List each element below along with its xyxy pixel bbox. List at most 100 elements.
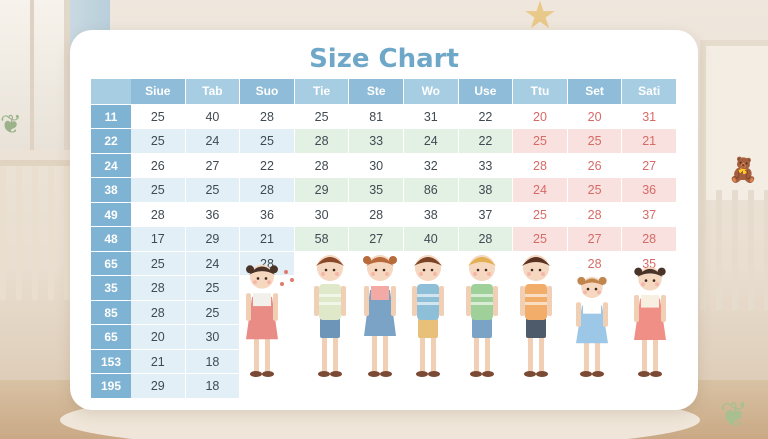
- size-label: 35: [91, 276, 131, 300]
- plant-icon: ❦: [0, 110, 22, 140]
- child-girl-2: [363, 255, 397, 377]
- column-header: Sati: [622, 79, 676, 104]
- table-cell: 28: [567, 251, 622, 275]
- table-cell: 29: [185, 227, 240, 251]
- size-chart-card: Size Chart Siue Tab Suo Tie Ste Wo Use Ttu Set Sa…: [70, 30, 698, 410]
- table-cell: 17: [131, 227, 185, 251]
- crib-rails: [700, 190, 768, 310]
- star-decoration-icon: ★: [522, 0, 558, 37]
- table-cell: 25: [513, 227, 567, 251]
- table-cell: 24: [185, 251, 240, 275]
- table-cell: 25: [185, 300, 240, 324]
- size-label: 22: [91, 129, 131, 153]
- table-cell: 36: [622, 178, 676, 202]
- table-cell: 24: [513, 178, 567, 202]
- table-cell: 27: [185, 153, 240, 177]
- size-label: 49: [91, 202, 131, 226]
- table-cell: 25: [131, 129, 185, 153]
- table-cell: 18: [185, 374, 240, 398]
- table-cell: 25: [131, 178, 185, 202]
- table-cell: 33: [458, 153, 513, 177]
- table-cell: 25: [513, 202, 567, 226]
- table-cell: 29: [294, 178, 349, 202]
- table-cell: 20: [131, 325, 185, 349]
- table-cell: 28: [513, 153, 567, 177]
- table-cell: 30: [185, 325, 240, 349]
- table-cell: 20: [513, 104, 567, 128]
- table-cell: 25: [294, 104, 349, 128]
- table-cell: 28: [294, 153, 349, 177]
- table-cell: 27: [349, 227, 403, 251]
- confetti-dot: [284, 270, 288, 274]
- table-cell: 28: [349, 202, 403, 226]
- page-title: Size Chart: [309, 44, 459, 74]
- table-cell: 40: [404, 227, 458, 251]
- table-cell: 31: [622, 104, 676, 128]
- size-table: Siue Tab Suo Tie Ste Wo Use Ttu Set Sati 11 25 40 28 2…: [91, 79, 677, 398]
- size-label: 48: [91, 227, 131, 251]
- size-label: 85: [91, 300, 131, 324]
- table-cell: 86: [404, 178, 458, 202]
- table-cell: 27: [622, 153, 676, 177]
- column-header: Siue: [131, 79, 185, 104]
- table-cell: 28: [622, 227, 676, 251]
- table-cell: 36: [185, 202, 240, 226]
- size-label: 65: [91, 251, 131, 275]
- table-cell: 26: [567, 153, 622, 177]
- size-label: 38: [91, 178, 131, 202]
- column-header: Wo: [404, 79, 458, 104]
- size-label: 195: [91, 374, 131, 398]
- table-cell: 25: [240, 129, 294, 153]
- teddy-bear-icon: 🧸: [728, 156, 758, 184]
- table-cell: 38: [458, 178, 513, 202]
- header-corner: [91, 79, 131, 104]
- toy-house: [700, 40, 768, 200]
- size-label: 65: [91, 325, 131, 349]
- confetti-dot: [290, 278, 294, 282]
- child-boy-3: [466, 255, 498, 377]
- child-girl-4: [634, 267, 666, 377]
- table-cell: 22: [240, 153, 294, 177]
- table-cell: 24: [185, 129, 240, 153]
- child-boy-2: [412, 255, 444, 377]
- column-header: Set: [567, 79, 622, 104]
- table-cell: 29: [131, 374, 185, 398]
- table-cell: 58: [294, 227, 349, 251]
- table-cell: 25: [567, 129, 622, 153]
- table-cell: 36: [240, 202, 294, 226]
- table-cell: 25: [185, 178, 240, 202]
- table-cell: 28: [131, 202, 185, 226]
- table-cell: 21: [622, 129, 676, 153]
- crib-rails: [0, 160, 70, 300]
- table-cell: 25: [185, 276, 240, 300]
- table-cell: 28: [131, 276, 185, 300]
- column-header: Tie: [294, 79, 349, 104]
- table-cell: 18: [185, 349, 240, 373]
- size-label: 11: [91, 104, 131, 128]
- table-cell: 30: [294, 202, 349, 226]
- window: [0, 0, 70, 150]
- table-cell: 37: [622, 202, 676, 226]
- table-cell: 25: [513, 129, 567, 153]
- child-girl-3: [576, 276, 608, 377]
- children-illustration: [246, 255, 666, 377]
- table-cell: 20: [567, 104, 622, 128]
- child-girl-1: [246, 264, 278, 377]
- column-header: Use: [458, 79, 513, 104]
- table-cell: 28: [240, 104, 294, 128]
- table-cell: 26: [131, 153, 185, 177]
- plant-icon: ❦: [719, 395, 749, 435]
- table-cell: 38: [404, 202, 458, 226]
- table-cell: 28: [294, 129, 349, 153]
- table-cell: 31: [404, 104, 458, 128]
- table-cell: 21: [131, 349, 185, 373]
- table-cell: 27: [567, 227, 622, 251]
- table-cell: 28: [567, 202, 622, 226]
- table-cell: 25: [567, 178, 622, 202]
- size-label: 24: [91, 153, 131, 177]
- table-cell: 25: [131, 251, 185, 275]
- table-cell: 21: [240, 227, 294, 251]
- size-label: 153: [91, 349, 131, 373]
- column-header: Suo: [240, 79, 294, 104]
- table-cell: 28: [458, 227, 513, 251]
